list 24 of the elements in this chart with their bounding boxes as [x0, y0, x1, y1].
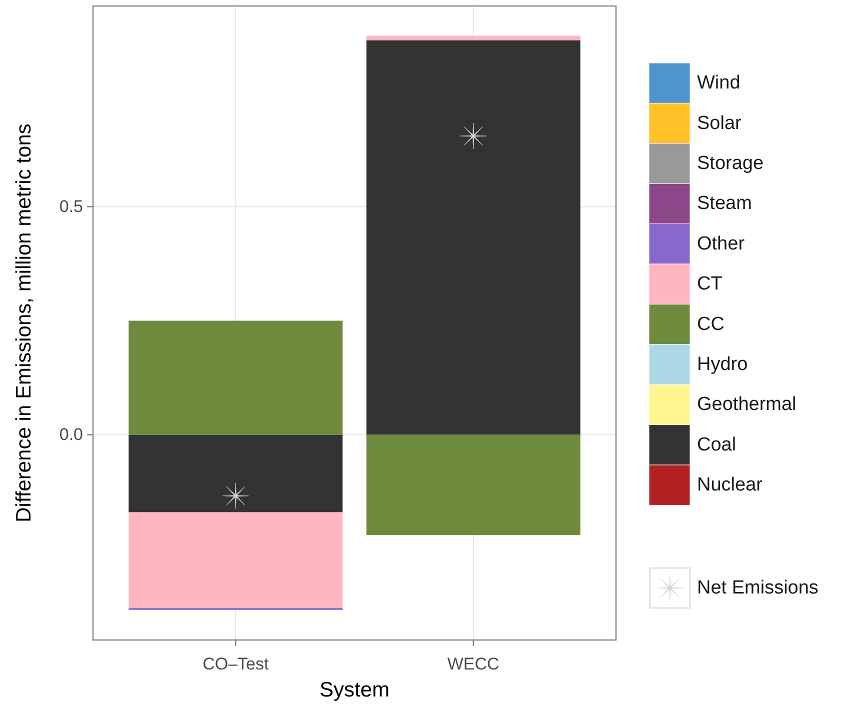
legend-label: Storage — [697, 153, 764, 174]
bar — [128, 434, 343, 512]
legend-label: CT — [697, 274, 723, 295]
bar — [366, 36, 580, 40]
y-tick-label: 0.5 — [59, 197, 83, 216]
legend-label: Wind — [697, 72, 740, 94]
y-axis-title: Difference in Emissions, million metric tons — [12, 124, 36, 522]
legend-label: Other — [697, 233, 746, 254]
legend-label: Nuclear — [697, 474, 764, 496]
bar — [366, 434, 580, 536]
legend-label: Geothermal — [697, 394, 796, 416]
bar — [128, 512, 343, 608]
bar — [128, 320, 343, 435]
x-axis-title: System — [319, 678, 390, 702]
legend-label: CC — [697, 314, 724, 335]
legend-label: Steam — [697, 193, 752, 214]
x-tick-label: CO–Test — [202, 654, 269, 674]
y-tick-label: 0.0 — [59, 425, 83, 444]
legend-label: Net Emissions — [697, 578, 818, 598]
x-tick-label: WECC — [447, 654, 500, 674]
legend-label: Coal — [697, 434, 736, 456]
bar — [366, 40, 580, 435]
legend-label: Solar — [697, 112, 742, 134]
legend-label: Hydro — [697, 354, 748, 375]
